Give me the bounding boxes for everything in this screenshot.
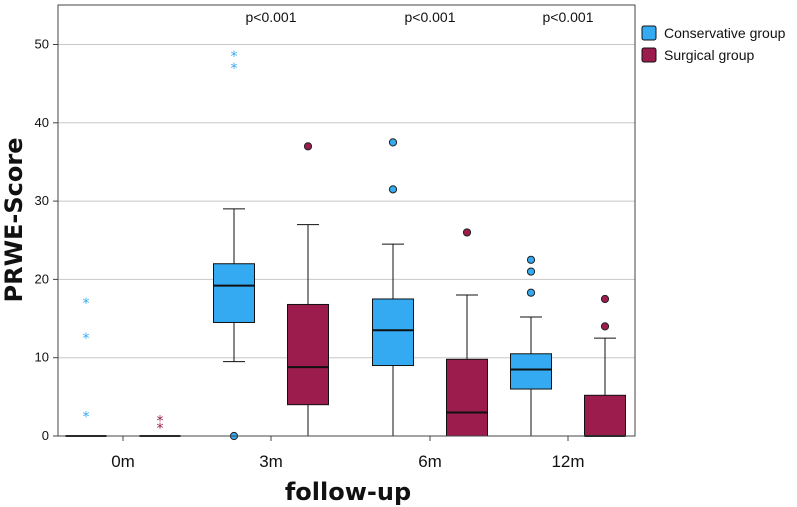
- outlier-point: [462, 228, 472, 237]
- box-group: **: [213, 49, 255, 441]
- box-group: [372, 138, 414, 437]
- p-value-label: p<0.001: [405, 9, 456, 25]
- y-tick-label: 30: [35, 193, 49, 208]
- y-tick-label: 40: [35, 115, 49, 130]
- x-category-label: 12m: [551, 452, 584, 471]
- p-value-label: p<0.001: [543, 9, 594, 25]
- box-group: [584, 294, 626, 437]
- plot-frame: [57, 4, 636, 437]
- y-axis-ticks: 0 10 20 30 40 50: [35, 37, 58, 443]
- outlier-point: [388, 138, 398, 147]
- legend: Conservative group Surgical group: [641, 25, 786, 63]
- extreme-point: *: [157, 413, 164, 429]
- outlier-point: [600, 322, 610, 331]
- outlier-point: [388, 185, 398, 194]
- extreme-point: *: [231, 61, 238, 77]
- extreme-point: *: [231, 49, 238, 65]
- box-group: [287, 142, 329, 437]
- legend-label-surgical: Surgical group: [664, 47, 754, 63]
- box-body: [213, 263, 255, 323]
- box-group: [510, 255, 552, 437]
- box-body: [446, 358, 488, 437]
- p-value-label: p<0.001: [246, 9, 297, 25]
- legend-swatch-conservative: [641, 25, 657, 41]
- x-category-label: 0m: [111, 452, 135, 471]
- outlier-point: [526, 267, 536, 276]
- y-tick-label: 50: [35, 37, 49, 52]
- extreme-point: *: [83, 331, 90, 347]
- box-body: [584, 394, 626, 437]
- legend-label-conservative: Conservative group: [664, 25, 786, 41]
- box-group: [446, 228, 488, 437]
- box-body: [510, 353, 552, 390]
- extreme-point: *: [157, 421, 164, 437]
- p-value-annotations: p<0.001 p<0.001 p<0.001: [246, 9, 594, 25]
- y-axis-title: PRWE-Score: [0, 137, 28, 302]
- x-category-label: 6m: [418, 452, 442, 471]
- grid-lines: [58, 44, 635, 359]
- outlier-point: [526, 288, 536, 297]
- y-tick-label: 0: [42, 428, 49, 443]
- y-tick-label: 20: [35, 271, 49, 286]
- box-group: * * *: [65, 296, 107, 437]
- outlier-point: [600, 294, 610, 304]
- box-group: **: [139, 413, 181, 437]
- x-axis-title: follow-up: [285, 478, 411, 506]
- y-tick-label: 10: [35, 350, 49, 365]
- box-body: [372, 298, 414, 367]
- x-category-label: 3m: [259, 452, 283, 471]
- legend-swatch-surgical: [641, 47, 657, 63]
- extreme-point: *: [83, 296, 90, 312]
- box-elements: *******: [65, 49, 626, 441]
- extreme-point: *: [83, 409, 90, 425]
- box-body: [287, 303, 329, 406]
- outlier-point: [526, 255, 536, 264]
- outlier-point: [303, 142, 313, 151]
- x-axis-categories: 0m 3m 6m 12m: [111, 436, 585, 471]
